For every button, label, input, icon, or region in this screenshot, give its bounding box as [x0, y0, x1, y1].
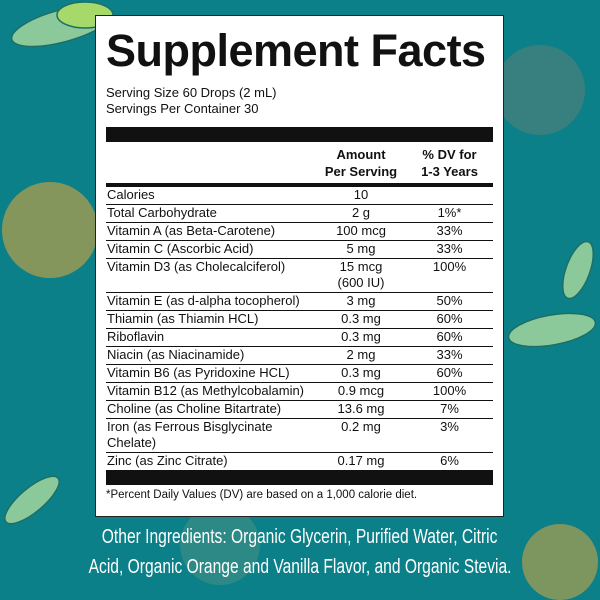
- nutrient-amount: 5 mg: [316, 240, 406, 259]
- nutrient-dv: 7%: [406, 400, 493, 419]
- table-row: Niacin (as Niacinamide) 2 mg 33%: [106, 346, 493, 365]
- column-header-amount: Amount Per Serving: [316, 142, 406, 187]
- nutrient-name: Niacin (as Niacinamide): [106, 346, 316, 365]
- nutrient-amount: 0.2 mg: [316, 418, 406, 453]
- nutrient-name: Vitamin A (as Beta-Carotene): [106, 222, 316, 241]
- nutrient-dv: 60%: [406, 310, 493, 329]
- nutrient-amount: 13.6 mg: [316, 400, 406, 419]
- supplement-facts-panel: Supplement Facts Serving Size 60 Drops (…: [95, 15, 504, 517]
- nutrient-name: Vitamin B12 (as Methylcobalamin): [106, 382, 316, 401]
- table-row: Zinc (as Zinc Citrate) 0.17 mg 6%: [106, 453, 493, 471]
- nutrient-dv: 3%: [406, 418, 493, 453]
- nutrient-amount: 2 mg: [316, 346, 406, 365]
- table-row: Total Carbohydrate 2 g 1%*: [106, 204, 493, 223]
- nutrient-name: Calories: [106, 185, 316, 205]
- nutrient-table: Amount Per Serving % DV for 1-3 Years Calo…: [106, 142, 493, 470]
- nutrient-amount: 2 g: [316, 204, 406, 223]
- nutrient-dv: 33%: [406, 346, 493, 365]
- table-row: Vitamin D3 (as Cholecalciferol) 15 mcg (60…: [106, 258, 493, 293]
- table-header: Amount Per Serving % DV for 1-3 Years: [106, 142, 493, 187]
- nutrient-name: Vitamin E (as d-alpha tocopherol): [106, 292, 316, 311]
- nutrient-dv: 6%: [440, 453, 459, 468]
- nutrient-dv: 33%: [406, 240, 493, 259]
- nutrient-name: Iron (as Ferrous Bisglycinate Chelate): [106, 418, 316, 453]
- nutrient-dv: 100%: [406, 382, 493, 401]
- nutrient-dv: 33%: [406, 222, 493, 241]
- table-row: Vitamin A (as Beta-Carotene) 100 mcg 33%: [106, 222, 493, 241]
- nutrient-amount: 15 mcg (600 IU): [316, 258, 406, 293]
- nutrient-dv: 50%: [406, 292, 493, 311]
- column-header-dv: % DV for 1-3 Years: [406, 142, 493, 187]
- nutrient-dv: 60%: [406, 364, 493, 383]
- table-row: Vitamin B12 (as Methylcobalamin) 0.9 mcg 1…: [106, 382, 493, 401]
- nutrient-dv: 60%: [406, 328, 493, 347]
- table-row: Choline (as Choline Bitartrate) 13.6 mg 7%: [106, 400, 493, 419]
- nutrient-name: Vitamin D3 (as Cholecalciferol): [106, 258, 316, 293]
- nutrient-amount: 0.3 mg: [316, 364, 406, 383]
- nutrient-name: Vitamin B6 (as Pyridoxine HCL): [106, 364, 316, 383]
- table-row: Iron (as Ferrous Bisglycinate Chelate) 0.2…: [106, 418, 493, 453]
- table-row: Calories 10: [106, 185, 493, 205]
- divider-bar: [106, 470, 493, 485]
- nutrient-name: Zinc (as Zinc Citrate): [107, 453, 228, 468]
- nutrient-name: Riboflavin: [106, 328, 316, 347]
- nutrient-name: Vitamin C (Ascorbic Acid): [106, 240, 316, 259]
- servings-per-container: Servings Per Container 30: [106, 101, 259, 116]
- table-row: Vitamin E (as d-alpha tocopherol) 3 mg 50%: [106, 292, 493, 311]
- serving-size: Serving Size 60 Drops (2 mL): [106, 85, 277, 100]
- footnote: *Percent Daily Values (DV) are based on …: [106, 489, 418, 501]
- nutrient-amount: 10: [316, 185, 406, 205]
- panel-title: Supplement Facts: [106, 25, 486, 76]
- nutrient-amount: 100 mcg: [316, 222, 406, 241]
- table-row: Vitamin C (Ascorbic Acid) 5 mg 33%: [106, 240, 493, 259]
- nutrient-amount: 3 mg: [316, 292, 406, 311]
- table-row: Thiamin (as Thiamin HCL) 0.3 mg 60%: [106, 310, 493, 329]
- other-ingredients: Other Ingredients: Organic Glycerin, Pur…: [88, 526, 512, 578]
- nutrient-amount: 0.17 mg: [337, 453, 385, 468]
- nutrient-amount: 0.3 mg: [316, 328, 406, 347]
- divider-bar: [106, 127, 493, 142]
- nutrient-dv: 100%: [406, 258, 493, 293]
- nutrient-name: Total Carbohydrate: [106, 204, 316, 223]
- table-row: Vitamin B6 (as Pyridoxine HCL) 0.3 mg 60%: [106, 364, 493, 383]
- nutrient-amount: 0.9 mcg: [316, 382, 406, 401]
- nutrient-dv: 1%*: [406, 204, 493, 223]
- table-row: Riboflavin 0.3 mg 60%: [106, 328, 493, 347]
- nutrient-amount: 0.3 mg: [316, 310, 406, 329]
- nutrient-name: Thiamin (as Thiamin HCL): [106, 310, 316, 329]
- nutrient-dv: [406, 185, 493, 205]
- nutrient-name: Choline (as Choline Bitartrate): [106, 400, 316, 419]
